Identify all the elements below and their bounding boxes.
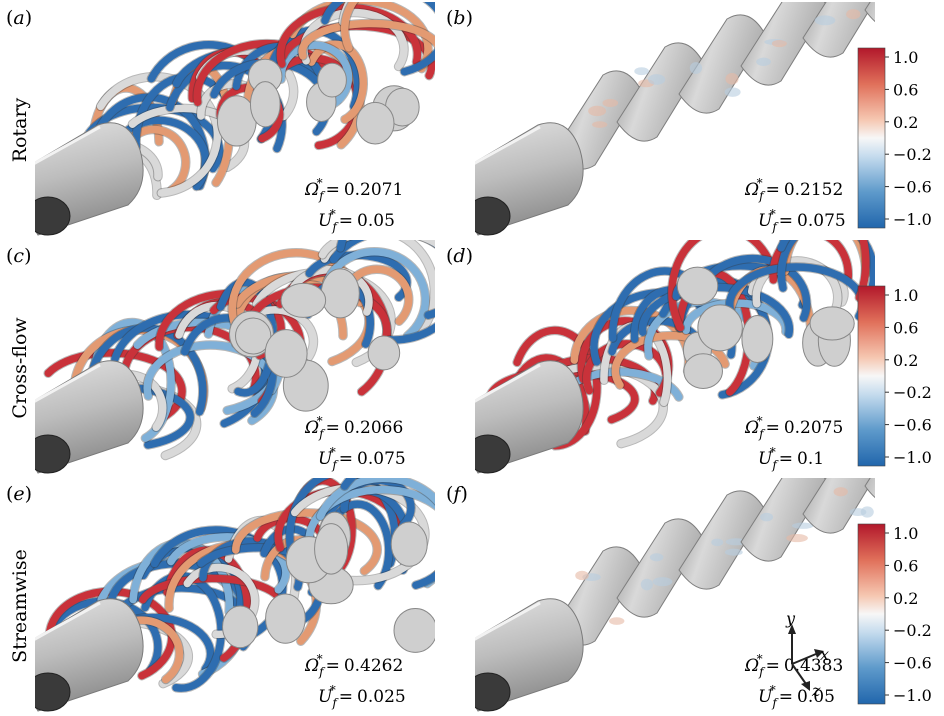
colorbar-tick: −1.0 [893,686,932,705]
colorbar-tick: −0.2 [893,383,932,402]
u-param-e: Uf* = 0.025 [318,683,406,710]
omega-param-c: Ωf* = 0.2066 [304,414,403,441]
axis-label-x: x [820,645,829,664]
u-param-c: Uf* = 0.075 [318,445,406,472]
colorbar-tick: 1.0 [893,48,918,67]
cylinder-end [35,434,71,474]
colorbar-tick: −1.0 [893,210,932,229]
vortex-ring [286,478,399,568]
vortex-ring [777,240,875,308]
cylinder-end [35,672,71,712]
u-param-f: Uf* = 0.05 [758,683,835,710]
vortex-ring [291,483,429,585]
omega-param-a: Ωf* = 0.2071 [304,176,403,203]
panel-label-a: (a) [6,7,32,29]
colorbar-tick: −1.0 [893,448,932,467]
colorbar-tick: −0.6 [893,416,932,435]
panel-label-d: (d) [446,245,473,267]
panel-a: (a) Ωf* = 0.2071 Uf* = 0.05 [6,2,435,236]
vortex-ring [322,248,430,340]
cylinder [475,360,584,474]
vortex-ring [320,240,435,340]
colorbar-tick: 0.2 [893,589,918,608]
row-label-0: Rotary [9,97,31,162]
cylinder-end [475,434,511,474]
row-label-1: Cross-flow [9,317,31,419]
vortex-ring [769,240,852,284]
omega-param-f: Ωf* = 0.4383 [744,652,843,679]
cylinder-end [475,672,511,712]
colorbar-tick: −0.2 [893,145,932,164]
row-label-2: Streamwise [9,549,31,663]
u-param-a: Uf* = 0.05 [318,207,395,234]
vortex-ring [143,341,278,425]
vortex-ring [318,240,435,259]
colorbar-tick: 0.6 [893,80,918,99]
axis-label-z: z [811,681,821,700]
vortex-ring [298,19,435,60]
colorbar-tick: 0.2 [893,351,918,370]
vortex-ring [277,41,353,111]
omega-param-b: Ωf* = 0.2152 [744,176,843,203]
panel-d: (d) Ωf* = 0.2075 Uf* = 0.1 [446,240,875,474]
cylinder [475,122,584,236]
omega-param-d: Ωf* = 0.2075 [744,414,843,441]
colorbar-tick: 1.0 [893,524,918,543]
panel-label-f: (f) [446,483,468,505]
axes-triad: y x z [785,609,829,700]
vortex-ring [682,299,790,336]
colorbar-tick: 0.6 [893,556,918,575]
shell-segment [864,2,875,23]
panel-e: (e) Ωf* = 0.4262 Uf* = 0.025 [6,478,435,712]
omega-param-e: Ωf* = 0.4262 [304,652,403,679]
colorbar-tick: 0.2 [893,113,918,132]
cylinder-end [35,196,71,236]
vortex-ring [141,572,225,692]
panel-f: (f) Ωf* = 0.4383 Uf* = 0.05 [446,478,875,712]
panel-c: (c) Ωf* = 0.2066 Uf* = 0.075 [6,240,435,474]
panel-b: (b) Ωf* = 0.2152 Uf* = 0.075 [446,2,875,236]
colorbar-tick: 0.6 [893,318,918,337]
axis-label-y: y [785,609,796,628]
colorbar-tick: −0.6 [893,178,932,197]
cylinder-end [475,196,511,236]
colorbar-0: 1.0 0.6 0.2 −0.2 −0.6 −1.0 [857,47,932,229]
shell-segment [864,478,875,499]
cylinder [475,598,584,712]
u-param-d: Uf* = 0.1 [758,445,824,472]
panel-label-c: (c) [6,245,32,267]
vortex-ring [340,2,358,52]
shell-segment [802,478,875,534]
vortex-ring [321,2,435,76]
vortex-ring [316,478,435,588]
colorbar-tick: −0.2 [893,621,932,640]
colorbar-tick: −0.6 [893,654,932,673]
panel-label-e: (e) [6,483,32,505]
colorbar-2: 1.0 0.6 0.2 −0.2 −0.6 −1.0 [857,523,932,705]
vortex-ring [329,240,435,344]
colorbar-tick: 1.0 [893,286,918,305]
panel-label-b: (b) [446,7,473,29]
u-param-b: Uf* = 0.075 [758,207,846,234]
vortex-ring [780,240,870,302]
colorbar-1: 1.0 0.6 0.2 −0.2 −0.6 −1.0 [857,285,932,467]
vortex-ring [668,240,779,332]
